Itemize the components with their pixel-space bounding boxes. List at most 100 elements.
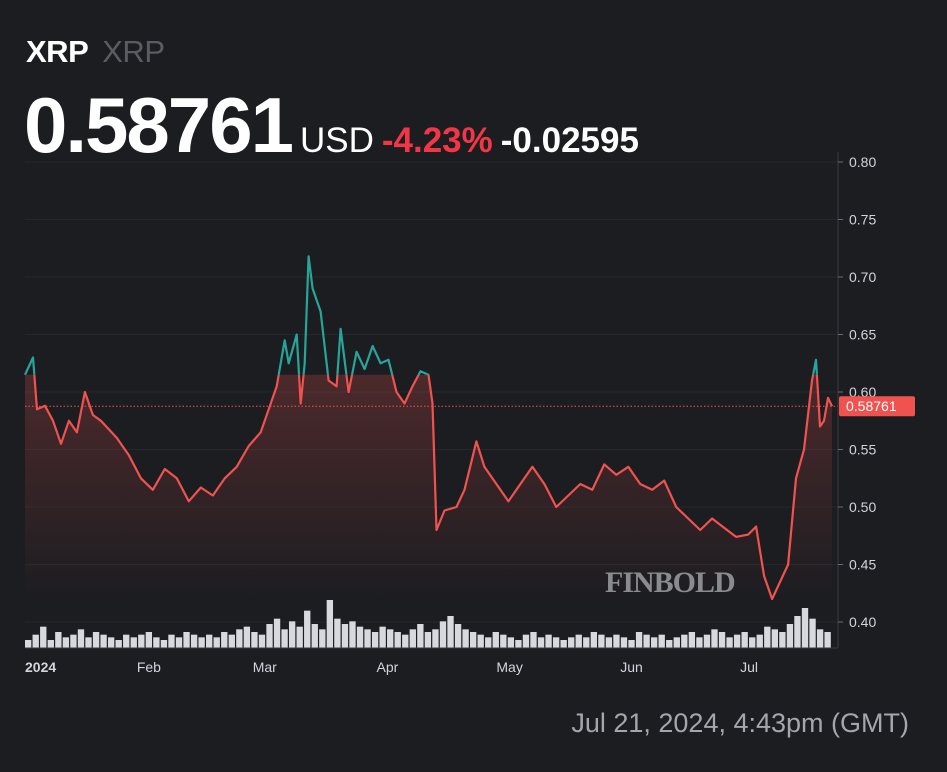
volume-bar — [100, 634, 107, 648]
volume-bar — [515, 640, 522, 648]
volume-bar — [439, 621, 447, 648]
volume-bar — [70, 634, 77, 648]
x-tick-label: Jun — [620, 659, 643, 675]
volume-bar — [304, 610, 311, 648]
volume-bar — [190, 634, 198, 648]
y-tick-label: 0.60 — [849, 384, 876, 400]
volume-bar — [816, 629, 824, 648]
volume-bar — [266, 624, 273, 648]
x-tick-label: Jul — [740, 659, 758, 675]
volume-bar — [168, 634, 175, 648]
volume-bar — [749, 637, 756, 648]
volume-bar — [756, 634, 763, 648]
symbol-sub: XRP — [102, 34, 165, 69]
volume-bar — [47, 640, 54, 648]
volume-bar — [206, 634, 213, 648]
volume-bar — [236, 629, 243, 648]
volume-bar — [341, 624, 349, 648]
volume-bar — [794, 616, 801, 648]
price-area-fill — [25, 374, 832, 600]
volume-bar — [673, 637, 680, 648]
volume-bar — [575, 634, 582, 648]
volume-bar — [326, 600, 334, 648]
volume-bar — [281, 629, 288, 648]
volume-bar — [598, 634, 605, 648]
volume-bar — [424, 632, 432, 648]
change-absolute: -0.02595 — [500, 121, 639, 160]
y-tick-label: 0.65 — [849, 327, 876, 343]
price-chart[interactable]: FINBOLD 0.80 0.75 0.70 0.65 0.60 0.55 0.50 0.45… — [0, 0, 947, 700]
volume-bar — [153, 637, 160, 648]
volume-bar — [409, 629, 416, 648]
volume-bar — [477, 634, 484, 648]
volume-bar — [228, 634, 235, 648]
volume-bar — [319, 629, 326, 648]
x-tick-label: 2024 — [25, 659, 56, 675]
volume-bar — [349, 621, 356, 648]
price-line-down — [24, 374, 833, 601]
volume-bar — [213, 637, 220, 648]
volume-bar — [741, 632, 748, 648]
volume-bar — [288, 621, 296, 648]
symbol: XRP — [26, 34, 89, 69]
y-tick-label: 0.40 — [849, 614, 876, 630]
volume-bar — [507, 637, 515, 648]
y-tick-label: 0.80 — [849, 154, 876, 170]
volume-bar — [85, 637, 92, 648]
volume-bar — [809, 618, 816, 648]
y-tick-label: 0.70 — [849, 269, 876, 285]
volume-bar — [696, 637, 703, 648]
volume-bar — [356, 626, 364, 648]
volume-bar — [628, 640, 635, 648]
volume-bar — [718, 632, 726, 648]
volume-bar — [462, 629, 469, 648]
volume-bar — [658, 634, 665, 648]
volume-bar — [251, 632, 258, 648]
volume-bar — [583, 637, 590, 648]
volume-bar — [364, 629, 371, 648]
volume-bar — [824, 632, 831, 648]
volume-bar — [545, 634, 552, 648]
volume-bar — [801, 608, 809, 648]
symbol-title: XRP XRP — [26, 34, 165, 70]
volume-bar — [711, 629, 718, 648]
volume-bar — [726, 637, 733, 648]
volume-bar — [650, 637, 658, 648]
volume-bar — [115, 640, 122, 648]
volume-bar — [40, 626, 47, 648]
volume-bar — [55, 632, 62, 648]
volume-bar — [25, 640, 32, 648]
y-tick-label: 0.55 — [849, 442, 876, 458]
volume-bar — [786, 624, 794, 648]
volume-bar — [522, 634, 530, 648]
volume-bar — [552, 637, 560, 648]
timestamp: Jul 21, 2024, 4:43pm (GMT) — [571, 708, 909, 738]
volume-bar — [688, 632, 696, 648]
x-tick-label: Mar — [253, 659, 277, 675]
volume-bar — [145, 632, 153, 648]
volume-bar — [666, 640, 673, 648]
volume-bar — [183, 632, 190, 648]
volume-bar — [379, 626, 386, 648]
volume-bar — [258, 634, 266, 648]
volume-bar — [500, 634, 507, 648]
volume-bar — [560, 640, 567, 648]
volume-bar — [296, 626, 303, 648]
volume-bar — [771, 629, 779, 648]
volume-bar — [221, 632, 228, 648]
volume-bar — [447, 616, 454, 648]
last-price-badge — [839, 396, 915, 417]
last-price-label: 0.58761 — [846, 398, 897, 414]
volume-bar — [733, 634, 741, 648]
volume-bar — [568, 637, 575, 648]
volume-bar — [107, 637, 115, 648]
volume-bar — [311, 624, 318, 648]
volume-bar — [243, 626, 251, 648]
volume-bar — [764, 626, 771, 648]
volume-bar — [620, 637, 628, 648]
currency: USD — [299, 121, 374, 160]
volume-bar — [62, 637, 70, 648]
volume-bar — [92, 632, 100, 648]
change-percent: -4.23% — [381, 121, 493, 160]
volume-bar — [537, 637, 545, 648]
